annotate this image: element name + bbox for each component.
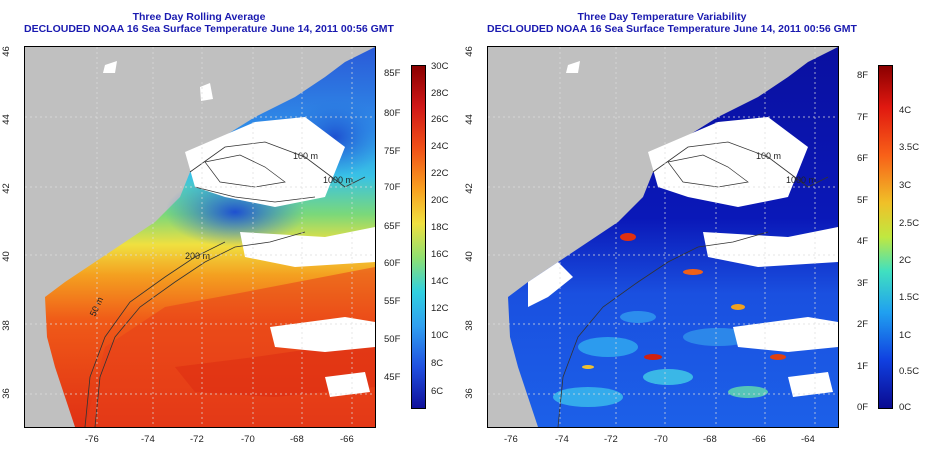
sst-colorbar — [411, 65, 426, 409]
cb-label-f: 55F — [384, 296, 401, 307]
cb-label-c: 0.5C — [899, 366, 920, 377]
lat-tick: 46 — [463, 46, 475, 57]
panel2-title-main: Three Day Temperature Variability — [577, 11, 747, 23]
cb-label-f: 65F — [384, 221, 401, 232]
cb-label-f: 75F — [384, 146, 401, 157]
panel2-title-sub: DECLOUDED NOAA 16 Sea Surface Temperatur… — [487, 23, 857, 35]
panel1-title: Three Day Rolling Average DECLOUDED NOAA… — [24, 11, 394, 35]
lat-tick: 38 — [463, 320, 475, 331]
cb-label-c: 14C — [431, 276, 449, 287]
cb-label-f: 2F — [857, 319, 869, 330]
lat-tick: 40 — [463, 251, 475, 262]
lat-tick: 38 — [0, 320, 12, 331]
cloud-patch — [185, 117, 345, 207]
lat-tick: 40 — [0, 251, 12, 262]
variability-colorbar — [878, 65, 893, 409]
cb-label-f: 60F — [384, 258, 401, 269]
cb-label-c: 2C — [899, 255, 912, 266]
land-area — [488, 47, 788, 427]
cloud-patch — [648, 117, 808, 207]
lat-tick: 42 — [463, 183, 475, 194]
cb-label-c: 26C — [431, 114, 449, 125]
cb-label-c: 4C — [899, 105, 912, 116]
lon-tick: -66 — [752, 434, 766, 445]
cb-label-c: 20C — [431, 195, 449, 206]
sst-average-map: 100 m 1000 m 200 m 50 m — [24, 46, 376, 428]
lon-tick: -68 — [290, 434, 304, 445]
lon-tick: -76 — [85, 434, 99, 445]
contour-label-100m: 100 m — [293, 151, 318, 161]
cb-label-f: 5F — [857, 195, 869, 206]
lat-tick: 46 — [0, 46, 12, 57]
lon-tick: -66 — [340, 434, 354, 445]
cb-label-c: 3C — [899, 180, 912, 191]
cb-label-f: 3F — [857, 278, 869, 289]
cb-label-c: 8C — [431, 358, 444, 369]
contour-label-100m: 100 m — [756, 151, 781, 161]
panel2-title: Three Day Temperature Variability DECLOU… — [487, 11, 857, 35]
contour-label-1000m: 1000 m — [786, 175, 816, 185]
cb-label-c: 2.5C — [899, 218, 920, 229]
contour-label-1000m: 1000 m — [323, 175, 353, 185]
lat-tick: 44 — [0, 114, 12, 125]
lat-tick: 42 — [0, 183, 12, 194]
panel1-title-main: Three Day Rolling Average — [132, 11, 266, 23]
cb-label-c: 18C — [431, 222, 449, 233]
lon-tick: -72 — [190, 434, 204, 445]
cb-label-c: 16C — [431, 249, 449, 260]
cb-label-f: 8F — [857, 70, 869, 81]
lon-tick: -70 — [654, 434, 668, 445]
panel1-title-sub: DECLOUDED NOAA 16 Sea Surface Temperatur… — [24, 23, 394, 35]
sst-variability-map: 100 m 1000 m — [487, 46, 839, 428]
cb-label-c: 12C — [431, 303, 449, 314]
cb-label-c: 6C — [431, 386, 444, 397]
cb-label-f: 85F — [384, 68, 401, 79]
lat-tick: 44 — [463, 114, 475, 125]
cb-label-f: 50F — [384, 334, 401, 345]
cb-label-f: 4F — [857, 236, 869, 247]
lon-tick: -74 — [555, 434, 569, 445]
contour-label-200m: 200 m — [185, 251, 210, 261]
cb-label-c: 3.5C — [899, 142, 920, 153]
cb-label-f: 0F — [857, 402, 869, 413]
cb-label-c: 22C — [431, 168, 449, 179]
cb-label-c: 0C — [899, 402, 912, 413]
cb-label-f: 7F — [857, 112, 869, 123]
lat-tick: 36 — [463, 388, 475, 399]
cb-label-c: 24C — [431, 141, 449, 152]
cb-label-f: 45F — [384, 372, 401, 383]
lon-tick: -68 — [703, 434, 717, 445]
lon-tick: -76 — [504, 434, 518, 445]
cb-label-f: 80F — [384, 108, 401, 119]
cb-label-f: 1F — [857, 361, 869, 372]
lon-tick: -70 — [241, 434, 255, 445]
lon-tick: -74 — [141, 434, 155, 445]
lat-tick: 36 — [0, 388, 12, 399]
cb-label-c: 1C — [899, 330, 912, 341]
cb-label-f: 70F — [384, 182, 401, 193]
cb-label-c: 28C — [431, 88, 449, 99]
lon-tick: -64 — [801, 434, 815, 445]
land-area — [25, 47, 325, 427]
cb-label-c: 1.5C — [899, 292, 920, 303]
cb-label-c: 30C — [431, 61, 449, 72]
cb-label-c: 10C — [431, 330, 449, 341]
lon-tick: -72 — [604, 434, 618, 445]
cb-label-f: 6F — [857, 153, 869, 164]
